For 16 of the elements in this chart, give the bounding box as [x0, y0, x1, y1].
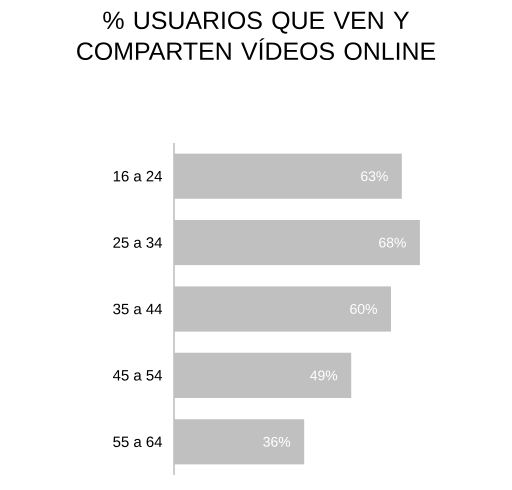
y-tick-label: 35 a 44: [113, 304, 162, 314]
y-tick-label: 45 a 54: [112, 370, 162, 381]
bar: [174, 419, 304, 464]
data-label: 68%: [379, 238, 406, 248]
bar: [174, 286, 391, 332]
data-label: 63%: [361, 171, 388, 182]
chart-title: % USUARIOS QUE VEN Y COMPARTEN VÍDEOS ONLINE: [77, 12, 436, 60]
bar: [174, 154, 402, 199]
bar: [174, 220, 420, 266]
bar: [174, 352, 352, 398]
data-label: 36%: [263, 436, 290, 447]
data-label: 49%: [310, 370, 338, 380]
y-tick-label: 16 a 24: [114, 170, 162, 182]
data-label: 60%: [350, 304, 377, 314]
y-tick-label: 25 a 34: [113, 237, 162, 248]
y-tick-label: 55 a 64: [113, 436, 162, 448]
